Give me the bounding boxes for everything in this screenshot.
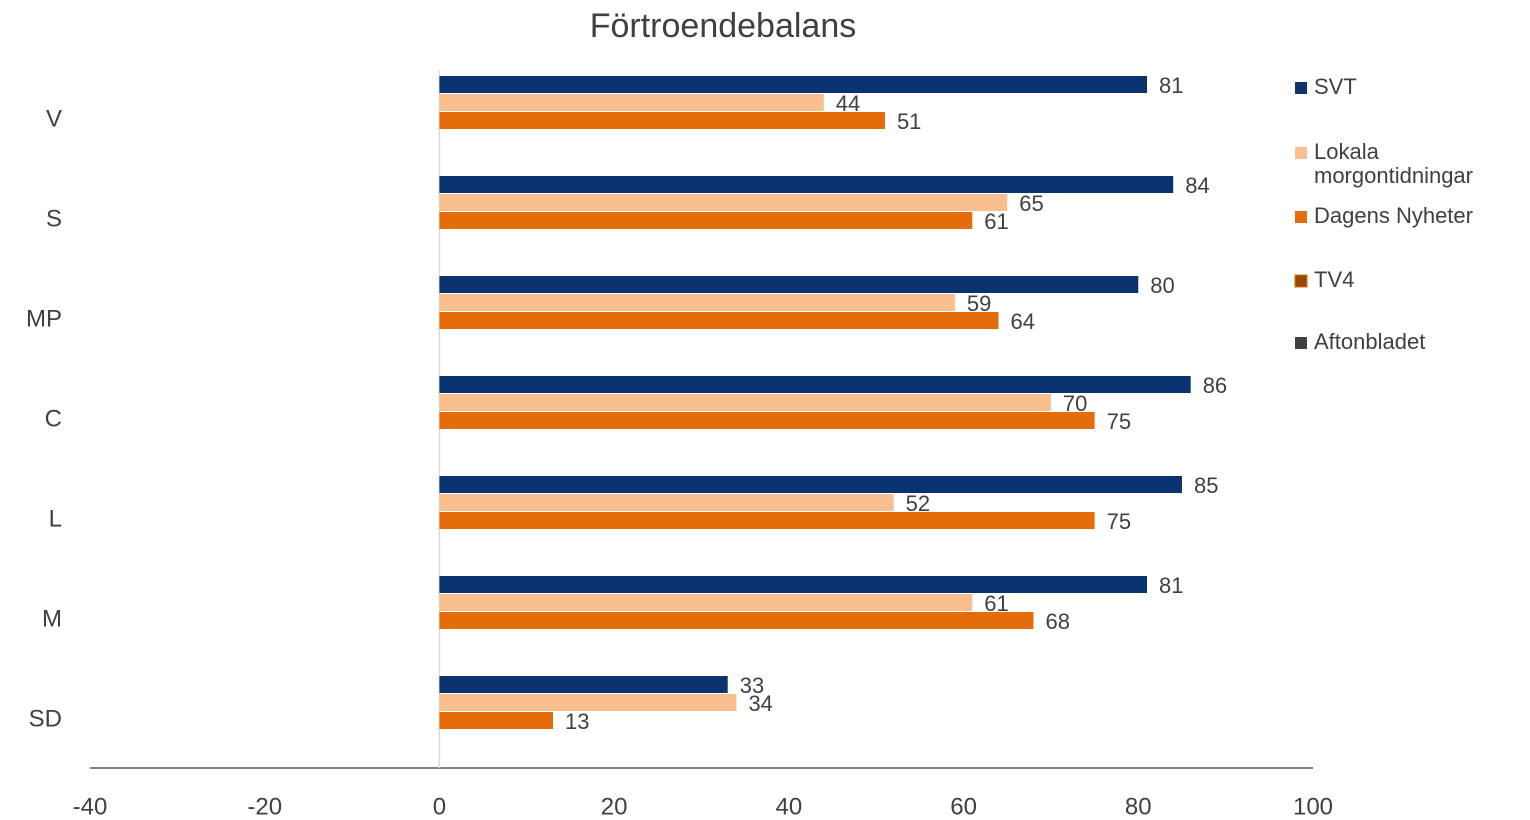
bar bbox=[439, 394, 1051, 411]
bar bbox=[439, 694, 737, 711]
y-tick-label: M bbox=[42, 605, 62, 632]
value-label: 44 bbox=[836, 91, 860, 116]
bar bbox=[439, 676, 728, 693]
y-tick-label: L bbox=[49, 505, 62, 532]
value-label: 64 bbox=[1011, 309, 1035, 334]
legend-swatch bbox=[1295, 82, 1307, 94]
bar bbox=[439, 476, 1182, 493]
bar bbox=[439, 176, 1174, 193]
x-tick-label: -40 bbox=[73, 793, 108, 820]
legend-swatch bbox=[1294, 274, 1308, 288]
y-tick-label: V bbox=[46, 105, 62, 132]
value-label: 81 bbox=[1159, 573, 1183, 598]
value-label: 65 bbox=[1019, 191, 1043, 216]
bar bbox=[439, 576, 1148, 593]
legend-swatch bbox=[1295, 211, 1307, 223]
value-label: 34 bbox=[748, 691, 772, 716]
value-label: 84 bbox=[1185, 173, 1209, 198]
bar bbox=[439, 376, 1191, 393]
bar bbox=[439, 612, 1034, 629]
legend-label-line: morgontidningar bbox=[1314, 163, 1473, 188]
x-tick-label: 60 bbox=[950, 793, 977, 820]
value-label: 13 bbox=[565, 709, 589, 734]
y-tick-label: MP bbox=[26, 305, 62, 332]
x-tick-label: 80 bbox=[1125, 793, 1152, 820]
x-tick-label: 0 bbox=[433, 793, 446, 820]
value-label: 81 bbox=[1159, 73, 1183, 98]
value-label: 75 bbox=[1107, 409, 1131, 434]
legend-label: SVT bbox=[1314, 74, 1357, 99]
bar bbox=[439, 276, 1139, 293]
value-label: 33 bbox=[740, 673, 764, 698]
legend-label-line: Lokala bbox=[1314, 139, 1380, 164]
value-label: 85 bbox=[1194, 473, 1218, 498]
bar bbox=[439, 594, 973, 611]
bar bbox=[439, 512, 1095, 529]
value-label: 52 bbox=[906, 491, 930, 516]
value-label: 86 bbox=[1203, 373, 1227, 398]
value-label: 61 bbox=[984, 209, 1008, 234]
value-label: 70 bbox=[1063, 391, 1087, 416]
y-tick-label: C bbox=[45, 405, 62, 432]
x-tick-label: 100 bbox=[1293, 793, 1333, 820]
bar bbox=[439, 494, 894, 511]
legend-label: Dagens Nyheter bbox=[1314, 203, 1473, 228]
bar bbox=[439, 294, 955, 311]
bar bbox=[439, 312, 999, 329]
legend-label: TV4 bbox=[1314, 267, 1354, 292]
x-tick-label: -20 bbox=[247, 793, 282, 820]
bar bbox=[439, 712, 553, 729]
y-tick-label: SD bbox=[29, 705, 62, 732]
value-label: 68 bbox=[1045, 609, 1069, 634]
legend-swatch bbox=[1295, 337, 1307, 349]
value-label: 61 bbox=[984, 591, 1008, 616]
x-tick-label: 20 bbox=[601, 793, 628, 820]
bar bbox=[439, 112, 885, 129]
bar bbox=[439, 94, 824, 111]
legend-label: Lokala morgontidningar bbox=[1314, 139, 1473, 188]
chart-title: Förtroendebalans bbox=[590, 7, 857, 45]
value-label: 59 bbox=[967, 291, 991, 316]
bar bbox=[439, 212, 973, 229]
value-label: 80 bbox=[1150, 273, 1174, 298]
bar bbox=[439, 412, 1095, 429]
x-tick-label: 40 bbox=[776, 793, 803, 820]
bar bbox=[439, 194, 1008, 211]
value-label: 75 bbox=[1107, 509, 1131, 534]
value-label: 51 bbox=[897, 109, 921, 134]
legend-label: Aftonbladet bbox=[1314, 329, 1425, 354]
legend-swatch bbox=[1295, 147, 1307, 159]
bar bbox=[439, 76, 1148, 93]
y-tick-label: S bbox=[46, 205, 62, 232]
